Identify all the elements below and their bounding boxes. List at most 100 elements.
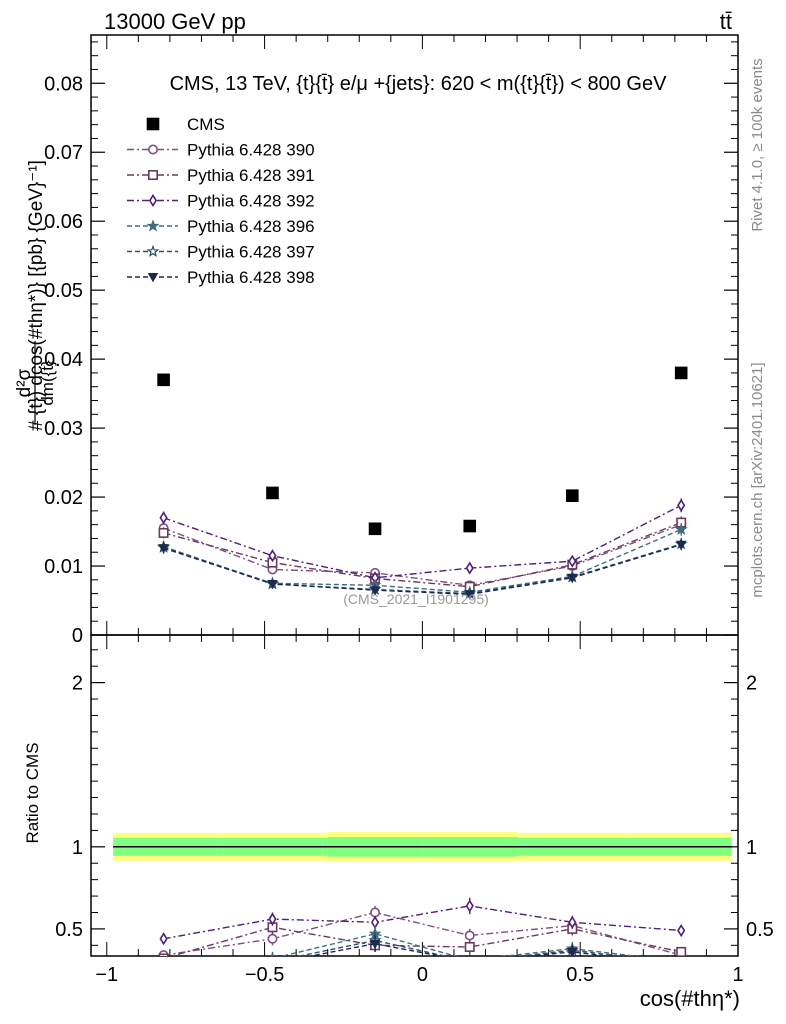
- mcplots-credit-label: mcplots.cern.ch [arXiv:2401.10621]: [749, 362, 766, 597]
- legend-entry-s392: Pythia 6.428 392: [127, 192, 315, 211]
- main-ytick-label: 0: [72, 625, 83, 647]
- main-ytick-label: 0.06: [44, 211, 83, 233]
- legend-marker-s398: [147, 273, 159, 283]
- main-series-line: [163, 504, 682, 579]
- main-ytick-label: 0.04: [44, 349, 83, 371]
- ratio-point-s392: [268, 912, 277, 926]
- main-ytick-label: 0.01: [44, 556, 83, 578]
- legend-marker-s397: [146, 244, 160, 258]
- analysis-watermark: (CMS_2021_I1901295): [343, 591, 489, 607]
- legend-marker-s396: [146, 219, 160, 232]
- ratio-point-s398: [466, 958, 474, 966]
- main-ytick-label: 0.03: [44, 418, 83, 440]
- y-label-fraction-numerator: d²σ: [14, 368, 35, 397]
- main-point-s396: [674, 522, 688, 536]
- legend-label-s392: Pythia 6.428 392: [187, 192, 315, 211]
- main-point-s398: [464, 590, 475, 600]
- main-series-s396: [157, 522, 688, 598]
- ratio-series-s398: [307, 935, 685, 970]
- main-point-cms: [368, 522, 382, 536]
- ratio-point-s398: [567, 947, 578, 956]
- ratio-point-s392: [465, 899, 474, 913]
- main-point-s392: [465, 561, 474, 575]
- legend-label-s396: Pythia 6.428 396: [187, 217, 315, 236]
- ratio-point-s390: [370, 907, 381, 918]
- main-point-s398: [567, 573, 578, 584]
- main-point-s398: [158, 544, 169, 554]
- ratio-series-line: [163, 911, 682, 956]
- main-series-cms: [157, 366, 688, 536]
- header-energy-label: 13000 GeV pp: [104, 9, 246, 34]
- ratio-ytick-label-right: 2: [746, 673, 757, 695]
- ratio-point-s396: [680, 954, 682, 956]
- legend-label-s398: Pythia 6.428 398: [187, 268, 315, 287]
- header-process-label: tt̄: [720, 9, 732, 34]
- ratio-point-s397: [469, 955, 471, 956]
- ratio-point-s392: [677, 924, 686, 938]
- main-point-s392: [268, 549, 277, 563]
- main-point-s392: [568, 554, 577, 568]
- legend-marker-s390: [148, 144, 159, 155]
- main-ytick-label: 0.05: [44, 280, 83, 302]
- main-ytick-label: 0.02: [44, 487, 83, 509]
- legend-entry-s398: Pythia 6.428 398: [127, 268, 315, 287]
- ratio-point-s390: [464, 930, 475, 941]
- main-axis-ticks: 0 0.01 0.02 0.03 0.04 0.05 0.06 0.07 0.08: [44, 35, 739, 647]
- main-series-s390: [158, 518, 687, 591]
- ratio-xtick-label: −1: [95, 964, 118, 986]
- ratio-point-s398: [677, 962, 685, 970]
- legend: CMS Pythia 6.428 390 Pythia 6.428 391 Pythi…: [127, 115, 315, 287]
- main-series-line: [163, 528, 682, 593]
- legend-entry-s390: Pythia 6.428 390: [127, 141, 315, 160]
- main-series-line: [163, 524, 682, 587]
- legend-marker-s392: [148, 193, 158, 208]
- ratio-ytick-label-left: 1: [72, 837, 83, 859]
- ratio-axis-ticks: 0.5 0.5 1 1 2 2 −1 −0.5 0 0.5 1: [55, 635, 774, 986]
- ratio-point-s392: [159, 932, 168, 946]
- main-point-s392: [159, 511, 168, 525]
- ratio-panel-frame: [90, 634, 739, 957]
- ratio-y-axis-label: Ratio to CMS: [23, 742, 42, 843]
- legend-label-cms: CMS: [187, 115, 225, 134]
- ratio-point-s396: [270, 951, 275, 956]
- main-point-s398: [369, 586, 381, 596]
- ratio-xtick-label: −0.5: [245, 964, 284, 986]
- main-plot-title: CMS, 13 TeV, {t}{t̄} e/μ +{jets}: 620 < …: [170, 73, 668, 95]
- legend-entry-cms: CMS: [146, 115, 225, 134]
- ratio-ytick-label-left: 0.5: [55, 919, 83, 941]
- ratio-point-s397: [159, 958, 169, 967]
- main-point-cms: [566, 489, 579, 502]
- ratio-ytick-label-right: 1: [746, 837, 757, 859]
- main-y-axis-label: d²σ dm({t} # {t}) dcos(#thη*)} [{pb} {Ge…: [14, 160, 57, 431]
- ratio-point-s398: [369, 939, 381, 950]
- rivet-version-label: Rivet 4.1.0, ≥ 100k events: [749, 58, 766, 231]
- main-point-cms: [463, 519, 477, 533]
- main-point-s398: [267, 580, 278, 590]
- main-point-cms: [157, 373, 170, 387]
- ratio-series-line: [169, 926, 682, 956]
- main-series-s398: [158, 539, 687, 600]
- x-axis-label: cos(#thη*): [640, 986, 740, 1011]
- ratio-ytick-label-left: 2: [72, 673, 83, 695]
- main-point-cms: [266, 486, 279, 500]
- ratio-point-s396: [163, 954, 164, 956]
- legend-label-s390: Pythia 6.428 390: [187, 141, 315, 160]
- main-series-line: [163, 521, 682, 588]
- ratio-point-s390: [267, 933, 278, 944]
- ratio-series-line: [279, 933, 640, 956]
- ratio-point-s391: [676, 946, 687, 956]
- ratio-ytick-label-right: 0.5: [746, 919, 774, 941]
- ratio-series-s392: [159, 897, 686, 946]
- legend-entry-s396: Pythia 6.428 396: [127, 217, 315, 236]
- ratio-xtick-label: 0.5: [566, 964, 594, 986]
- ratio-point-s397: [676, 958, 686, 967]
- main-series-line: [163, 544, 682, 596]
- legend-marker-cms: [146, 117, 160, 131]
- ratio-xtick-label: 0: [417, 964, 428, 986]
- legend-label-s397: Pythia 6.428 397: [187, 243, 315, 262]
- main-series-s392: [159, 498, 686, 585]
- main-ytick-label: 0.07: [44, 142, 83, 164]
- main-ytick-label: 0.08: [44, 73, 83, 95]
- ratio-point-s391: [464, 941, 475, 952]
